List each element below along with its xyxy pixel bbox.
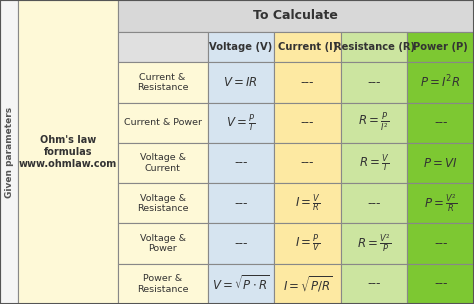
Bar bbox=[407, 223, 474, 264]
Bar bbox=[341, 102, 408, 143]
Text: ---: --- bbox=[367, 197, 381, 210]
Bar bbox=[341, 32, 408, 62]
Text: ---: --- bbox=[434, 116, 447, 129]
Bar bbox=[208, 223, 274, 264]
Text: Power (P): Power (P) bbox=[413, 42, 468, 52]
Text: Voltage &
Power: Voltage & Power bbox=[139, 234, 186, 253]
Bar bbox=[274, 102, 341, 143]
Text: ---: --- bbox=[434, 237, 447, 250]
Text: $V = IR$: $V = IR$ bbox=[223, 76, 258, 89]
Bar bbox=[274, 62, 341, 102]
Bar bbox=[118, 264, 208, 304]
Text: ---: --- bbox=[234, 157, 247, 170]
Bar bbox=[274, 143, 341, 183]
Text: Current & Power: Current & Power bbox=[124, 118, 201, 127]
Text: Given parameters: Given parameters bbox=[5, 106, 13, 198]
Bar bbox=[208, 102, 274, 143]
Bar bbox=[341, 62, 408, 102]
Text: $R = \frac{V}{I}$: $R = \frac{V}{I}$ bbox=[359, 152, 390, 174]
Bar bbox=[118, 102, 208, 143]
Bar bbox=[407, 183, 474, 223]
Text: ---: --- bbox=[301, 157, 314, 170]
Bar bbox=[341, 183, 408, 223]
Bar bbox=[274, 32, 341, 62]
Text: $V = \frac{P}{I}$: $V = \frac{P}{I}$ bbox=[226, 112, 255, 133]
Text: Voltage &
Current: Voltage & Current bbox=[139, 153, 186, 173]
Text: To Calculate: To Calculate bbox=[253, 9, 338, 22]
Bar bbox=[118, 32, 208, 62]
Text: Power &
Resistance: Power & Resistance bbox=[137, 274, 188, 294]
Bar bbox=[274, 223, 341, 264]
Text: $P = VI$: $P = VI$ bbox=[423, 157, 458, 170]
Bar bbox=[118, 143, 208, 183]
Text: $P = \frac{V^2}{R}$: $P = \frac{V^2}{R}$ bbox=[424, 192, 457, 214]
Bar bbox=[274, 264, 341, 304]
Bar bbox=[407, 264, 474, 304]
Bar bbox=[341, 223, 408, 264]
Bar bbox=[407, 102, 474, 143]
Bar bbox=[274, 183, 341, 223]
Text: $P = I^2R$: $P = I^2R$ bbox=[420, 74, 461, 91]
Text: $R = \frac{P}{I^2}$: $R = \frac{P}{I^2}$ bbox=[358, 111, 390, 134]
Text: ---: --- bbox=[234, 197, 247, 210]
Text: Voltage &
Resistance: Voltage & Resistance bbox=[137, 194, 188, 213]
Text: ---: --- bbox=[434, 277, 447, 290]
Text: Current (I): Current (I) bbox=[278, 42, 337, 52]
Bar bbox=[208, 264, 274, 304]
Bar bbox=[0, 0, 18, 304]
Bar bbox=[18, 0, 118, 304]
Text: ---: --- bbox=[301, 76, 314, 89]
Text: ---: --- bbox=[301, 116, 314, 129]
Bar bbox=[118, 62, 208, 102]
Bar bbox=[118, 223, 208, 264]
Bar bbox=[407, 143, 474, 183]
Bar bbox=[208, 183, 274, 223]
Text: ---: --- bbox=[367, 76, 381, 89]
Bar bbox=[118, 0, 474, 32]
Bar bbox=[341, 143, 408, 183]
Bar bbox=[208, 62, 274, 102]
Text: Voltage (V): Voltage (V) bbox=[210, 42, 273, 52]
Text: $R = \frac{V^2}{P}$: $R = \frac{V^2}{P}$ bbox=[357, 233, 392, 254]
Text: Ohm's law
formulas
www.ohmlaw.com: Ohm's law formulas www.ohmlaw.com bbox=[18, 135, 117, 169]
Bar bbox=[208, 32, 274, 62]
Text: $I = \frac{P}{V}$: $I = \frac{P}{V}$ bbox=[294, 233, 320, 254]
Text: $I = \sqrt{P/R}$: $I = \sqrt{P/R}$ bbox=[283, 274, 332, 294]
Text: Current &
Resistance: Current & Resistance bbox=[137, 73, 188, 92]
Bar bbox=[118, 183, 208, 223]
Text: Resistance (R): Resistance (R) bbox=[334, 42, 415, 52]
Text: $V = \sqrt{P \cdot R}$: $V = \sqrt{P \cdot R}$ bbox=[212, 275, 270, 293]
Bar bbox=[341, 264, 408, 304]
Bar bbox=[407, 32, 474, 62]
Bar bbox=[208, 143, 274, 183]
Text: ---: --- bbox=[367, 277, 381, 290]
Text: $I = \frac{V}{R}$: $I = \frac{V}{R}$ bbox=[294, 192, 320, 214]
Text: ---: --- bbox=[234, 237, 247, 250]
Bar bbox=[407, 62, 474, 102]
